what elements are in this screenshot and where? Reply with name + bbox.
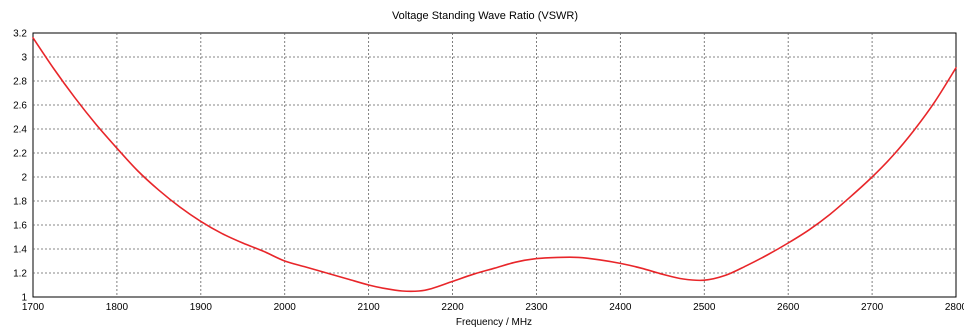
y-tick-label: 2.8 [13,77,27,88]
grid-lines [33,33,956,297]
x-tick-label: 2700 [861,302,884,313]
plot-area [32,32,957,298]
x-tick-label: 2800 [945,302,964,313]
y-tick-label: 1.4 [13,245,27,256]
x-axis-title: Frequency / MHz [456,317,532,328]
y-tick-label: 2.2 [13,149,27,160]
y-tick-label: 1.6 [13,221,27,232]
x-tick-label: 1800 [106,302,129,313]
chart-title: Voltage Standing Wave Ratio (VSWR) [392,10,578,22]
y-tick-label: 2.6 [13,101,27,112]
x-tick-label: 1900 [190,302,213,313]
y-tick-label: 3 [21,53,27,64]
y-tick-label: 3.2 [13,29,27,40]
x-tick-label: 2000 [274,302,297,313]
x-tick-label: 2300 [525,302,548,313]
x-tick-label: 2100 [358,302,381,313]
y-tick-label: 1.8 [13,197,27,208]
x-tick-label: 2400 [609,302,632,313]
x-tick-label: 2600 [777,302,800,313]
vswr-series-line [32,37,957,293]
series-layer [32,37,957,293]
x-tick-label: 2500 [693,302,716,313]
y-axis-ticks: 1 1.2 1.4 1.6 1.8 2 2.2 2.4 2.6 2.8 3 3.2 [13,29,27,304]
y-tick-label: 2.4 [13,125,27,136]
y-tick-label: 2 [21,173,27,184]
y-tick-label: 1.2 [13,269,27,280]
x-tick-label: 1700 [22,302,45,313]
y-tick-label: 1 [21,293,27,304]
x-tick-label: 2200 [441,302,464,313]
x-axis-ticks: 1700 1800 1900 2000 2100 2200 2300 2400 2500 2600… [22,302,964,313]
